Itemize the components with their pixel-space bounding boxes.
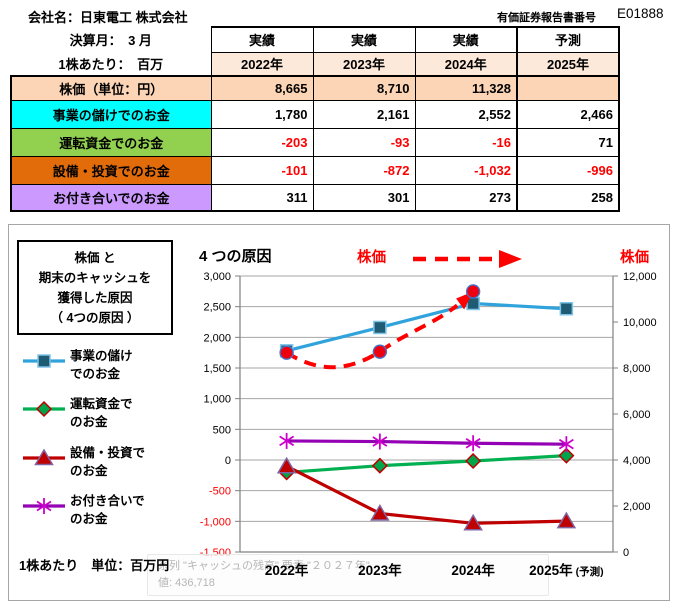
cell-operating-2022[interactable]: 1,780 <box>210 99 314 129</box>
stock-price-label-left: 株価 <box>357 250 386 266</box>
cell-operating-2023[interactable]: 2,161 <box>312 99 416 129</box>
row-label-stock-price[interactable]: 株価（単位：円） <box>10 75 212 101</box>
cell-financing-2024[interactable]: 273 <box>414 183 518 212</box>
legend-item-label: 事業の儲け でのお金 <box>70 349 133 382</box>
row-label-operating-cash[interactable]: 事業の儲けでのお金 <box>10 99 212 129</box>
cell-investing-2024[interactable]: -1,032 <box>414 155 518 185</box>
svg-text:0: 0 <box>623 547 629 559</box>
svg-text:-1,000: -1,000 <box>200 516 231 528</box>
legend-item-label: 運転資金で のお金 <box>70 397 133 430</box>
chart-panel[interactable]: -1,500 -1,000 -500 0 500 1,000 1,500 2,000 2,500… <box>8 224 670 601</box>
year-2025[interactable]: 2025年 <box>516 51 620 77</box>
legend-item-2[interactable]: 運転資金で のお金 <box>21 395 145 431</box>
year-2023[interactable]: 2023年 <box>312 51 416 77</box>
plot-area[interactable]: -1,500-1,000-50005001,0001,5002,0002,500… <box>9 225 669 600</box>
svg-text:4,000: 4,000 <box>623 455 651 467</box>
unit-note: 1株あたり 単位：百万円 <box>19 558 170 573</box>
cell-stock-price-2023[interactable]: 8,710 <box>312 75 416 101</box>
chart-legend-box: 株価 と 期末のキャッシュを 獲得した原因 （ 4つの原因 ） <box>17 240 173 335</box>
row-label-investing-cash[interactable]: 設備・投資でのお金 <box>10 155 212 185</box>
financial-table: 決算月： 3 月 実績 実績 実績 予測 1株あたり： 百万 2022年 202… <box>10 26 620 212</box>
svg-text:10,000: 10,000 <box>623 317 657 329</box>
legend-item-1[interactable]: 事業の儲け でのお金 <box>21 347 145 383</box>
row-label-financing-cash[interactable]: お付き合いでのお金 <box>10 183 212 212</box>
svg-text:-500: -500 <box>209 486 231 498</box>
legend-marker-diamond-icon <box>23 401 65 418</box>
chart-legend: 事業の儲け でのお金 運転資金で のお金 設備・投資で のお金 お付き合いで のお金 <box>21 347 145 540</box>
company-name: 会社名：日東電工 株式会社 <box>28 10 188 25</box>
col-header-2025[interactable]: 予測 <box>516 26 620 53</box>
cell-investing-2022[interactable]: -101 <box>210 155 314 185</box>
cell-operating-2025[interactable]: 2,466 <box>516 99 620 129</box>
tooltip-value-line: 値: 436,718 <box>158 577 215 590</box>
col-header-2022[interactable]: 実績 <box>210 26 314 53</box>
svg-text:2,500: 2,500 <box>203 302 231 314</box>
cell-financing-2023[interactable]: 301 <box>312 183 416 212</box>
cell-working-2025[interactable]: 71 <box>516 127 620 157</box>
svg-text:8,000: 8,000 <box>623 363 651 375</box>
svg-text:3,000: 3,000 <box>203 271 231 283</box>
chart-title: 4 つの原因 <box>199 248 272 265</box>
cell-stock-price-2022[interactable]: 8,665 <box>210 75 314 101</box>
page-header: 会社名：日東電工 株式会社 有価証券報告書番号 E01888 <box>0 5 677 25</box>
legend-marker-star6-icon <box>23 497 65 514</box>
legend-box-title: 株価 と 期末のキャッシュを 獲得した原因 （ 4つの原因 ） <box>38 250 152 325</box>
legend-item-3[interactable]: 設備・投資で のお金 <box>21 444 145 480</box>
svg-text:1,000: 1,000 <box>203 394 231 406</box>
col-header-2024[interactable]: 実績 <box>414 26 518 53</box>
cell-financing-2022[interactable]: 311 <box>210 183 314 212</box>
cell-investing-2025[interactable]: -996 <box>516 155 620 185</box>
row-label-working-capital[interactable]: 運転資金でのお金 <box>10 127 212 157</box>
report-number-label: 有価証券報告書番号 <box>497 12 596 24</box>
legend-item-4[interactable]: お付き合いで のお金 <box>21 492 145 528</box>
legend-marker-square-icon <box>23 354 65 368</box>
svg-text:2,000: 2,000 <box>623 501 651 513</box>
fiscal-month-label: 決算月： 3 月 <box>11 27 211 52</box>
svg-text:1,500: 1,500 <box>203 363 231 375</box>
chart-tooltip: 系列 "キャッシュの残高" 要素 "２０２７年" 値: 436,718 <box>147 554 549 596</box>
svg-text:0: 0 <box>225 455 231 467</box>
cell-stock-price-2024[interactable]: 11,328 <box>414 75 518 101</box>
cell-financing-2025[interactable]: 258 <box>516 183 620 212</box>
report-number-value: E01888 <box>617 6 664 21</box>
tooltip-series-line: 系列 "キャッシュの残高" 要素 "２０２７年" <box>158 560 370 572</box>
cell-investing-2023[interactable]: -872 <box>312 155 416 185</box>
col-header-2023[interactable]: 実績 <box>312 26 416 53</box>
svg-text:2,000: 2,000 <box>203 332 231 344</box>
legend-item-label: 設備・投資で のお金 <box>70 445 146 478</box>
svg-text:12,000: 12,000 <box>623 271 657 283</box>
year-2024[interactable]: 2024年 <box>414 51 518 77</box>
cell-stock-price-2025[interactable] <box>516 75 620 101</box>
year-2022[interactable]: 2022年 <box>210 51 314 77</box>
cell-operating-2024[interactable]: 2,552 <box>414 99 518 129</box>
per-share-label: 1株あたり： 百万 <box>11 52 211 76</box>
svg-text:6,000: 6,000 <box>623 409 651 421</box>
legend-marker-triangle-icon <box>23 448 65 465</box>
cell-working-2023[interactable]: -93 <box>312 127 416 157</box>
stock-price-label-right: 株価 <box>620 250 649 266</box>
cell-working-2022[interactable]: -203 <box>210 127 314 157</box>
legend-item-label: お付き合いで のお金 <box>70 493 145 526</box>
cell-working-2024[interactable]: -16 <box>414 127 518 157</box>
svg-text:500: 500 <box>213 424 231 436</box>
